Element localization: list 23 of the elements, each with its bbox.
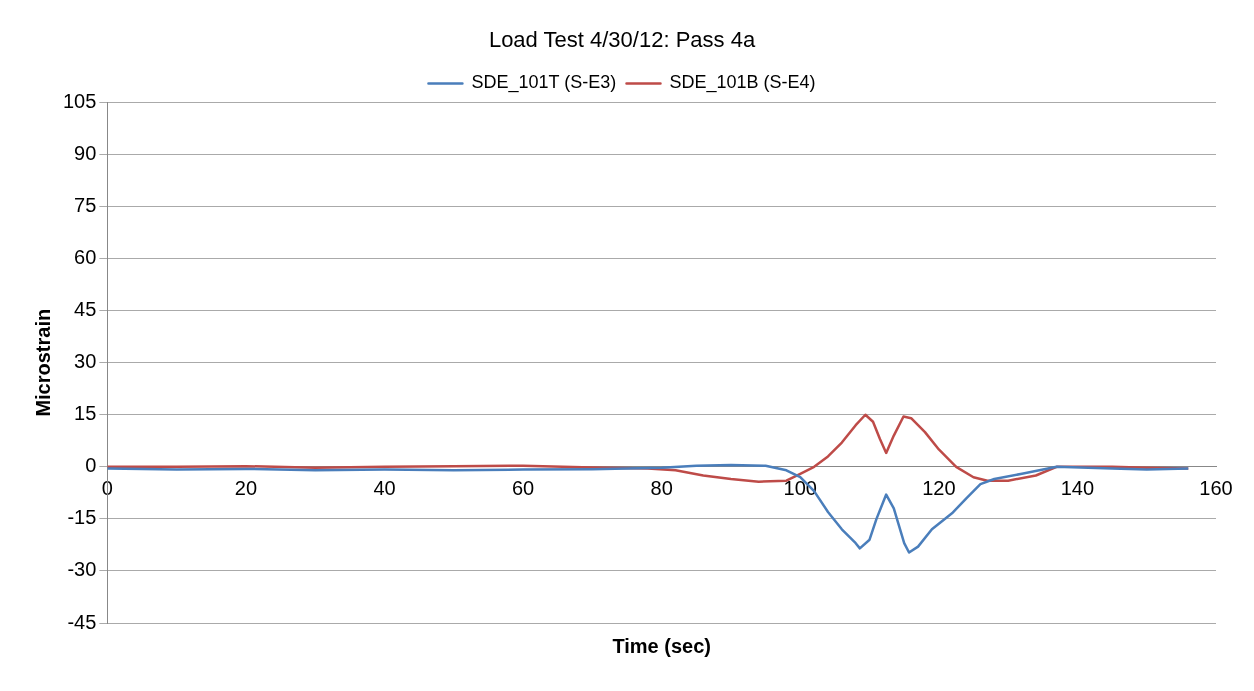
x-tick-label: 140	[1060, 477, 1095, 500]
x-tick-label: 60	[511, 477, 535, 500]
legend-label: SDE_101B (S-E4)	[669, 72, 816, 94]
y-tick-label: 45	[74, 298, 97, 321]
y-tick-label: 105	[62, 89, 97, 112]
x-tick-label: 20	[234, 477, 258, 500]
y-tick-label: -15	[67, 506, 97, 529]
y-tick-label: 0	[85, 454, 97, 477]
legend-label: SDE_101T (S-E3)	[471, 72, 617, 94]
x-tick-label: 120	[922, 477, 956, 500]
y-tick-label: 15	[74, 402, 97, 425]
chart-title: Load Test 4/30/12: Pass 4a	[488, 27, 756, 53]
y-tick-label: -30	[67, 558, 97, 581]
x-tick-label: 40	[373, 477, 396, 500]
x-tick-label: 80	[650, 477, 673, 500]
y-tick-label: 75	[74, 194, 97, 217]
x-tick-label: 160	[1199, 477, 1233, 500]
y-axis-title: Microstrain	[31, 308, 54, 417]
y-tick-label: 30	[74, 350, 97, 373]
y-tick-label: 90	[74, 141, 97, 164]
x-axis-title: Time (sec)	[612, 634, 711, 657]
y-tick-label: 60	[74, 246, 97, 269]
y-tick-label: -45	[67, 610, 97, 633]
